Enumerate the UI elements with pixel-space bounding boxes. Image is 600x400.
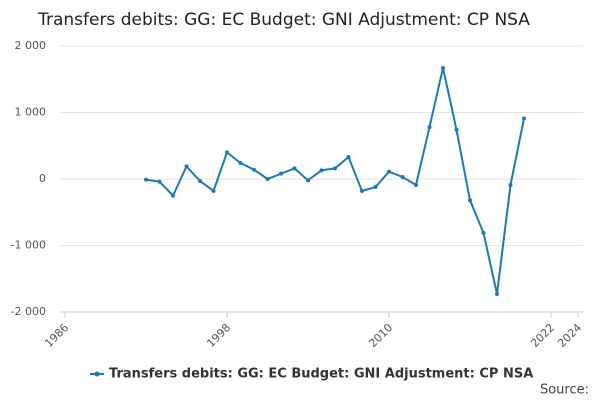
legend-label: Transfers debits: GG: EC Budget: GNI Adj…	[109, 367, 533, 382]
point	[481, 230, 486, 235]
y-tick-label: 2 000	[15, 39, 47, 52]
point	[238, 161, 243, 166]
point	[184, 164, 189, 169]
legend-dot	[94, 371, 100, 377]
point	[252, 167, 256, 172]
point	[346, 155, 351, 160]
point	[400, 175, 405, 180]
chart-title: Transfers debits: GG: EC Budget: GNI Adj…	[37, 10, 530, 30]
point	[427, 125, 432, 130]
point	[508, 182, 513, 187]
point	[198, 178, 202, 183]
point	[360, 188, 364, 193]
point	[468, 198, 472, 203]
x-tick-label: 1998	[204, 321, 233, 350]
y-tick-label: 1 000	[15, 106, 47, 119]
point	[414, 182, 418, 187]
point	[495, 292, 499, 297]
point	[387, 169, 391, 174]
point	[171, 193, 175, 198]
point	[319, 168, 324, 173]
y-tick-label: 0	[39, 172, 46, 185]
point	[144, 177, 148, 182]
x-tick-label: 2022	[528, 321, 557, 350]
point	[265, 177, 270, 181]
point	[157, 179, 162, 184]
source: Source:	[540, 383, 589, 398]
point	[306, 178, 310, 183]
point	[292, 166, 297, 171]
point	[454, 127, 459, 132]
x-tick-label: 2010	[366, 321, 395, 350]
point	[211, 188, 216, 193]
x-tick-label: 1986	[42, 321, 71, 350]
point	[333, 166, 337, 171]
point	[522, 116, 526, 121]
point	[441, 65, 445, 70]
y-tick-label: -2 000	[11, 305, 46, 318]
point	[225, 150, 229, 155]
y-tick-label: -1 000	[11, 239, 46, 252]
series-line	[145, 67, 525, 295]
x-tick-label: 2024	[555, 321, 584, 350]
point	[279, 171, 283, 176]
point	[373, 184, 378, 189]
